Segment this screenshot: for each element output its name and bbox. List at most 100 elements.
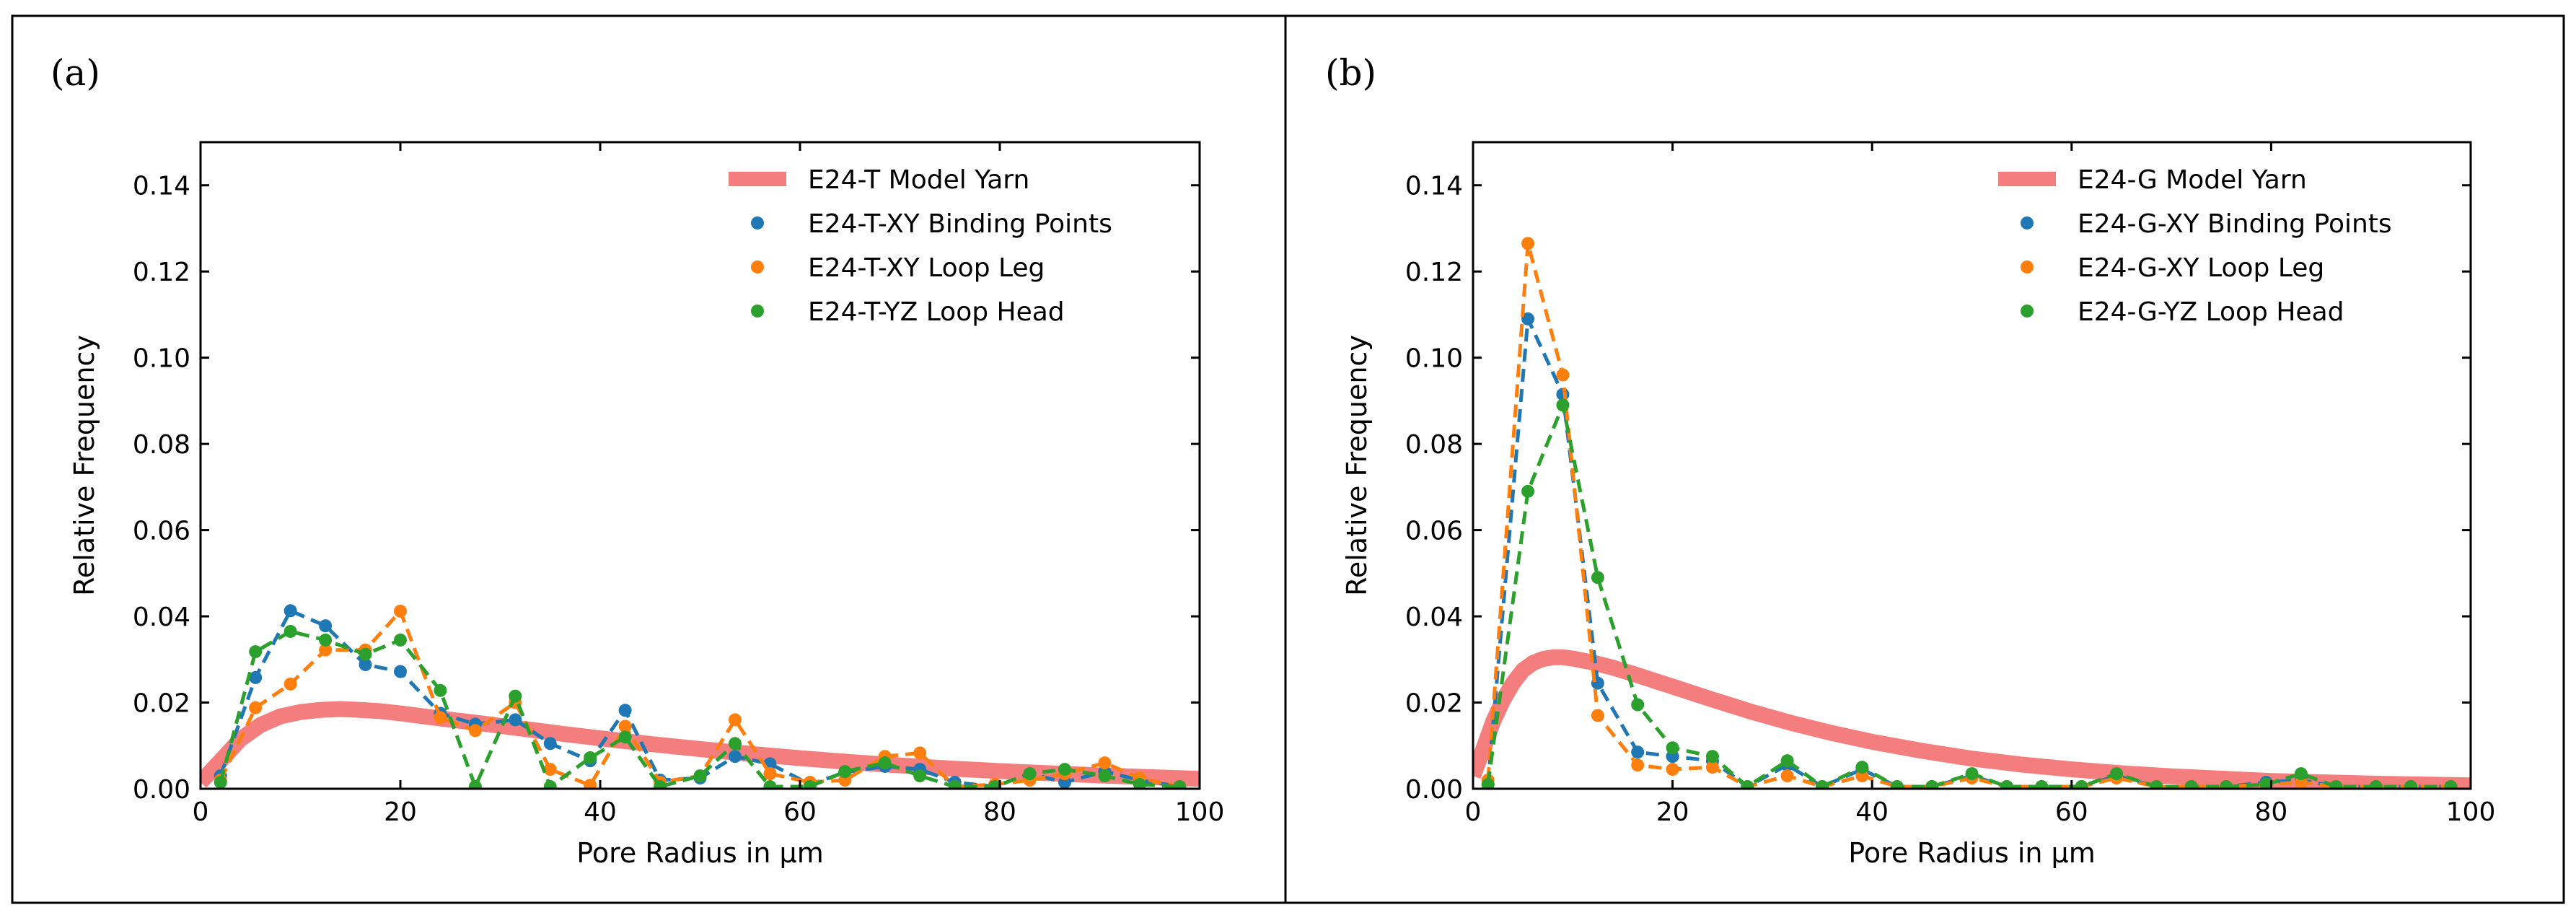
- series-3-point: [654, 780, 667, 789]
- series-3-line: [219, 629, 1180, 789]
- series-3-point: [584, 751, 597, 764]
- series-2-point: [1556, 368, 1570, 382]
- y-tick-label: 0.14: [1405, 172, 1463, 201]
- series-2-point: [394, 604, 407, 618]
- x-axis-title: Pore Radius in μm: [1848, 837, 2095, 869]
- series-2-point: [1098, 756, 1112, 770]
- series-3-point: [319, 633, 333, 647]
- legend-entry-label: E24-T-XY Binding Points: [808, 209, 1112, 239]
- series-2-point: [913, 746, 927, 760]
- series-3-point: [2110, 767, 2124, 781]
- series-layer: [1473, 237, 2471, 789]
- series-3-point: [2329, 780, 2343, 789]
- series-2-point: [1591, 709, 1604, 722]
- series-1-point: [618, 704, 632, 717]
- legend-swatch-marker: [751, 216, 764, 229]
- series-2-point: [763, 767, 777, 781]
- panel-a: (a) 0 20 40 60 80 100 0.00 0.02 0.04 0.06 0.08 0.10 0…: [11, 14, 1287, 904]
- x-tick-label: 40: [584, 797, 617, 827]
- series-3-point: [1556, 398, 1570, 412]
- series-1-point: [319, 619, 333, 633]
- panel-label: (a): [50, 52, 100, 94]
- series-3-point: [1965, 767, 1979, 781]
- series-1-point: [359, 657, 372, 671]
- series-2-point: [543, 763, 557, 777]
- series-2-point: [283, 677, 297, 691]
- series-1-point: [1631, 745, 1645, 759]
- series-2-point: [468, 724, 482, 738]
- series-2-point: [1780, 769, 1794, 783]
- series-3-point: [2259, 778, 2273, 789]
- series-3-point: [543, 780, 557, 789]
- series-1-point: [509, 713, 522, 727]
- y-tick-label: 0.14: [133, 172, 190, 201]
- legend-swatch-marker: [751, 305, 764, 318]
- series-3-point: [728, 737, 742, 751]
- series-3-point: [2369, 780, 2383, 789]
- series-2-point: [584, 779, 597, 789]
- y-tick-label: 0.12: [133, 258, 190, 287]
- series-3-point: [1023, 767, 1037, 781]
- series-3-point: [1666, 741, 1679, 755]
- series-2-point: [1521, 237, 1535, 250]
- x-tick-label: 100: [2446, 797, 2496, 827]
- series-3-point: [2035, 780, 2049, 789]
- series-3-point: [803, 780, 817, 789]
- series-3-point: [763, 780, 777, 789]
- y-tick-label: 0.12: [1405, 258, 1463, 287]
- y-tick-label: 0.04: [133, 603, 190, 632]
- series-layer: [201, 604, 1200, 789]
- legend-swatch-marker: [2021, 261, 2034, 274]
- plot-frame: [199, 141, 1201, 790]
- legend-swatch-marker: [2021, 305, 2034, 318]
- series-3-point: [249, 645, 263, 659]
- x-tick-label: 80: [2254, 797, 2287, 827]
- legend: E24-T Model Yarn E24-T-XY Binding Points E…: [729, 165, 1112, 327]
- y-tick-label: 0.02: [1405, 689, 1463, 719]
- x-tick-label: 20: [384, 797, 417, 827]
- series-3-point: [1890, 780, 1904, 789]
- series-3-point: [1591, 571, 1604, 585]
- legend-entry-label: E24-T-XY Loop Leg: [808, 253, 1045, 283]
- y-tick-label: 0.00: [1405, 775, 1463, 805]
- legend-entry-label: E24-G-YZ Loop Head: [2078, 297, 2344, 327]
- series-3-point: [618, 730, 632, 744]
- x-axis-title: Pore Radius in μm: [576, 837, 823, 869]
- x-tick-label: 60: [2055, 797, 2088, 827]
- legend-entry-label: E24-T Model Yarn: [808, 165, 1029, 195]
- x-tick-label: 100: [1175, 797, 1225, 827]
- series-2-point: [319, 643, 333, 657]
- legend-entry-label: E24-G Model Yarn: [2078, 165, 2307, 195]
- y-tick-label: 0.10: [1405, 344, 1463, 374]
- model-yarn-curve: [201, 701, 1200, 788]
- series-3-point: [2444, 780, 2458, 789]
- series-3-point: [838, 765, 852, 779]
- y-tick-label: 0.08: [133, 430, 190, 460]
- y-tick-label: 0.00: [133, 775, 190, 805]
- series-3-point: [2404, 780, 2418, 789]
- series-3-point: [394, 633, 407, 647]
- y-axis-title: Relative Frequency: [1341, 335, 1373, 596]
- series-3-point: [948, 780, 962, 789]
- series-2-point: [1666, 763, 1679, 777]
- y-axis-title: Relative Frequency: [69, 335, 100, 596]
- series-3-point: [1741, 780, 1754, 789]
- series-2-point: [1631, 758, 1645, 772]
- series-2-point: [728, 713, 742, 727]
- series-3-point: [434, 683, 447, 697]
- series-3-point: [1098, 769, 1112, 783]
- series-2-point: [249, 701, 263, 714]
- series-3-point: [988, 780, 1002, 789]
- y-tick-label: 0.08: [1405, 430, 1463, 460]
- series-3-point: [1631, 698, 1645, 712]
- series-1-point: [249, 670, 263, 684]
- legend: E24-G Model Yarn E24-G-XY Binding Points E…: [1998, 165, 2392, 327]
- x-tick-label: 80: [983, 797, 1016, 827]
- legend-swatch-marker: [2021, 216, 2034, 229]
- series-3-point: [1705, 750, 1719, 764]
- model-yarn-curve: [1473, 649, 2471, 789]
- series-3-point: [1173, 780, 1187, 789]
- series-3-point: [468, 780, 482, 789]
- series-2-point: [618, 719, 632, 733]
